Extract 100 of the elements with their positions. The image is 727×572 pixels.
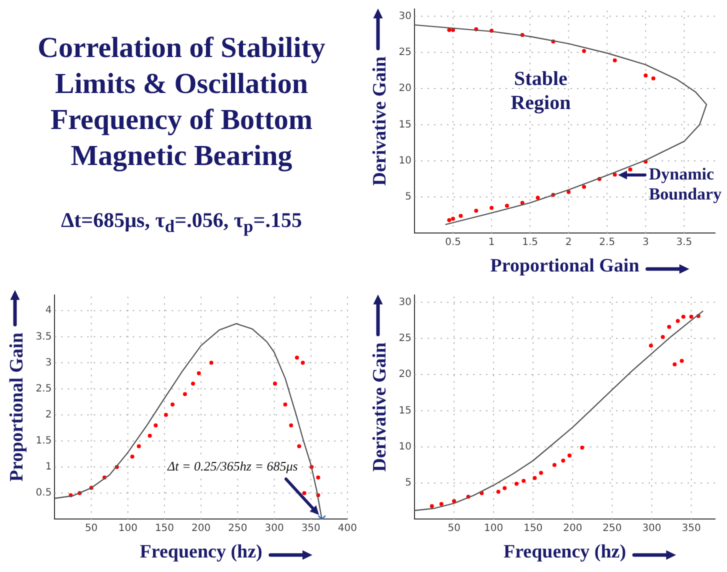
point xyxy=(566,190,571,194)
point xyxy=(273,382,277,386)
point xyxy=(514,482,519,486)
point xyxy=(504,204,509,208)
x-tick-label: 0.5 xyxy=(445,236,461,248)
x-tick-label: 300 xyxy=(264,522,284,534)
point xyxy=(283,402,288,406)
point xyxy=(447,28,452,32)
y-tick-label: 25 xyxy=(398,332,412,344)
point xyxy=(681,314,686,319)
x-tick-label: 300 xyxy=(642,522,662,534)
y-tick-label: 25 xyxy=(398,46,412,58)
y-tick-label: 10 xyxy=(398,155,412,166)
point xyxy=(297,444,302,448)
point xyxy=(676,319,680,324)
y-tick-label: 0.5 xyxy=(36,488,52,499)
y-tick-label: 15 xyxy=(398,405,412,416)
point xyxy=(648,344,653,348)
point xyxy=(644,74,648,78)
point xyxy=(130,454,134,459)
y-tick-label: 1.5 xyxy=(36,436,52,447)
point xyxy=(612,172,617,177)
point xyxy=(300,360,305,365)
point xyxy=(154,423,158,428)
point xyxy=(582,184,586,189)
y-tick-label: 20 xyxy=(398,369,412,380)
x-tick-label: 250 xyxy=(602,522,622,534)
x-tick-label: 150 xyxy=(524,522,543,534)
x-tick-label: 3 xyxy=(642,236,649,248)
point xyxy=(660,334,665,339)
point xyxy=(522,478,526,483)
point xyxy=(580,446,584,450)
x-tick-label: 250 xyxy=(228,522,248,534)
x-tick-label: 350 xyxy=(301,522,320,534)
point xyxy=(536,196,540,200)
point xyxy=(496,490,500,494)
point xyxy=(452,499,456,504)
x-tick-label: 1 xyxy=(488,236,495,248)
x-tick-label: 200 xyxy=(563,522,582,534)
annotation: Stable Region xyxy=(510,68,571,114)
point xyxy=(458,214,463,218)
x-axis-title: Frequency (hz) xyxy=(140,542,262,563)
point xyxy=(568,454,572,458)
y-tick-label: 2.5 xyxy=(36,383,52,394)
point xyxy=(439,502,444,506)
point xyxy=(191,382,196,386)
point xyxy=(209,360,214,365)
point xyxy=(612,58,617,62)
annotation: Dynamic Boundary xyxy=(648,164,722,204)
x-tick-label: 400 xyxy=(338,522,358,534)
point xyxy=(164,412,168,417)
point xyxy=(430,504,434,508)
point xyxy=(447,218,452,222)
point xyxy=(148,434,152,438)
point xyxy=(561,458,566,463)
y-tick-label: 4 xyxy=(45,305,52,316)
y-tick-label: 1 xyxy=(45,462,52,473)
x-tick-label: 200 xyxy=(192,522,211,534)
point xyxy=(689,314,694,319)
point xyxy=(474,208,478,213)
annotation: Δt = 0.25/365hz = 685μs xyxy=(166,458,298,474)
x-tick-label: 50 xyxy=(448,522,460,534)
point xyxy=(628,168,632,172)
x-tick-label: 2.5 xyxy=(599,236,616,248)
x-tick-label: 100 xyxy=(484,522,504,534)
x-tick-label: 3.5 xyxy=(676,236,692,248)
y-axis-title: Derivative Gain xyxy=(369,56,390,186)
x-axis-title: Proportional Gain xyxy=(490,256,640,277)
point xyxy=(302,491,306,496)
y-tick-label: 5 xyxy=(405,478,412,489)
y-tick-label: 30 xyxy=(398,296,412,308)
y-tick-label: 30 xyxy=(398,10,412,22)
y-tick-label: 5 xyxy=(405,192,412,203)
x-axis-title: Frequency (hz) xyxy=(503,542,626,563)
x-tick-label: 1.5 xyxy=(522,236,538,248)
point xyxy=(672,362,677,366)
point xyxy=(651,76,656,80)
x-tick-label: 150 xyxy=(154,522,174,534)
point xyxy=(490,206,494,210)
x-tick-label: 2 xyxy=(565,236,572,248)
y-tick-label: 20 xyxy=(398,83,412,94)
y-axis-title: Derivative Gain xyxy=(369,342,390,472)
y-axis-title: Proportional Gain xyxy=(6,332,28,482)
point xyxy=(539,470,544,475)
point xyxy=(532,476,537,480)
point xyxy=(451,216,456,221)
y-tick-label: 3.5 xyxy=(36,331,52,342)
x-tick-label: 350 xyxy=(682,522,701,534)
point xyxy=(196,371,201,376)
point xyxy=(502,486,507,490)
x-tick-label: 100 xyxy=(118,522,138,534)
y-tick-label: 10 xyxy=(398,441,412,452)
point xyxy=(552,462,556,467)
point xyxy=(182,392,187,396)
point xyxy=(316,475,320,480)
y-tick-label: 2 xyxy=(45,410,52,421)
point xyxy=(289,423,294,428)
point xyxy=(136,444,141,448)
x-tick-label: 50 xyxy=(84,522,98,534)
y-tick-label: 15 xyxy=(398,119,412,130)
